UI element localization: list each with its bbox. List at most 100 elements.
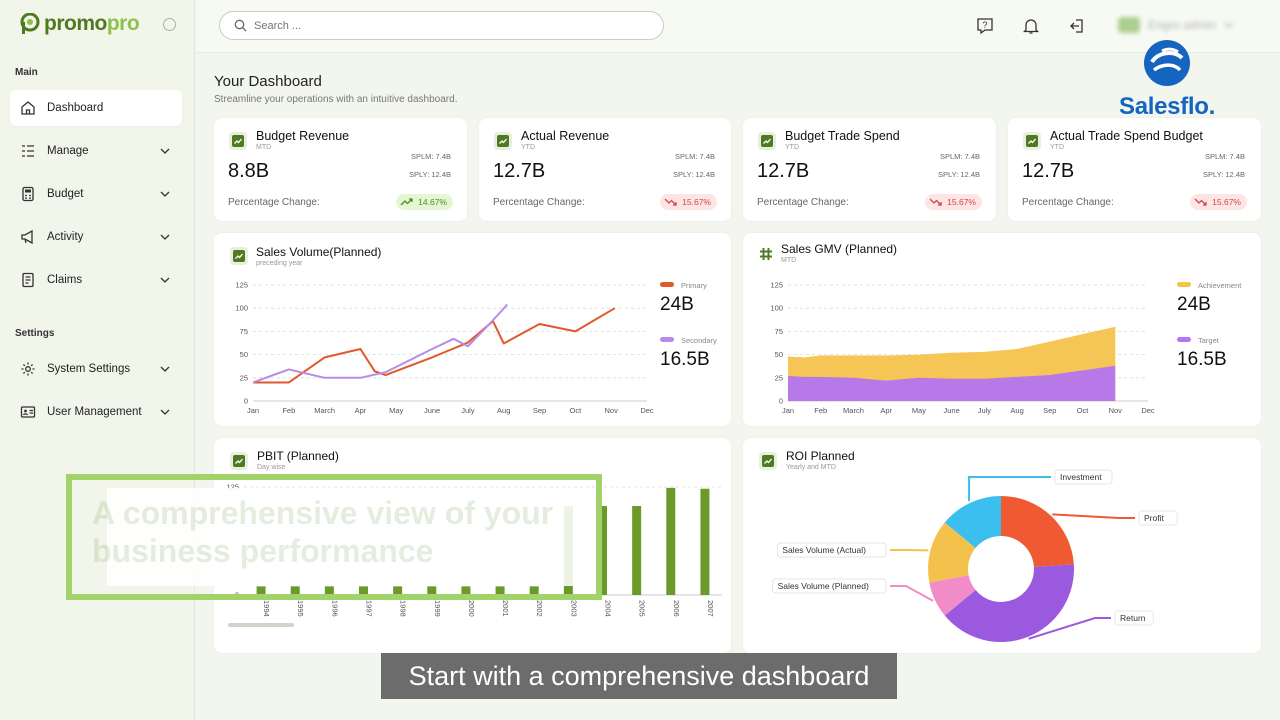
avatar [1118, 17, 1140, 33]
bell-icon[interactable] [1022, 17, 1040, 35]
sidebar-toggle-icon[interactable] [163, 18, 176, 31]
search-icon [234, 19, 247, 32]
trend-up-icon [230, 247, 248, 265]
sidebar: promopro Main Dashboard Manage Budget Ac… [0, 0, 195, 720]
chevron-down-icon [160, 148, 170, 154]
sidebar-item-budget[interactable]: Budget [10, 176, 182, 212]
logout-icon[interactable] [1068, 17, 1086, 35]
search-input[interactable] [254, 19, 644, 32]
user-menu[interactable]: Engro admin [1118, 17, 1234, 33]
bar [256, 586, 266, 595]
bar [324, 586, 334, 595]
chevron-down-icon [1224, 22, 1234, 28]
kpi-card-actual-trade-spend-budget[interactable]: Actual Trade Spend Budget YTD 12.7B SPLM… [1008, 118, 1261, 221]
kpi-card-budget-trade-spend[interactable]: Budget Trade Spend YTD 12.7B SPLM: 7.4B … [743, 118, 996, 221]
chart-title: Sales GMV (Planned) [781, 242, 898, 256]
chart-subtitle: preceding year [256, 260, 303, 267]
overlay-frame [66, 474, 602, 600]
pie-slice-return [944, 564, 1074, 642]
promopro-logo-icon [20, 13, 40, 34]
kpi-sply: SPLY: 12.4B [409, 170, 451, 179]
trend-up-icon [230, 452, 248, 470]
bar [290, 586, 300, 595]
overlay-backdrop [107, 488, 597, 586]
sidebar-item-manage[interactable]: Manage [10, 133, 182, 169]
pie-slice-sales-volume-actual- [928, 522, 976, 583]
sidebar-item-label: Manage [47, 145, 89, 157]
x-tick-label: 2006 [672, 600, 681, 617]
salesflo-wordmark: Salesflo. [1118, 93, 1215, 120]
sidebar-item-label: User Management [47, 406, 142, 418]
x-tick-label: 1996 [330, 600, 339, 617]
x-tick-label: March [314, 406, 335, 415]
x-tick-label: Nov [1109, 406, 1123, 415]
kpi-value: 12.7B [1022, 160, 1075, 182]
sidebar-item-activity[interactable]: Activity [10, 219, 182, 255]
x-tick-label: Sep [533, 406, 546, 415]
app-logo[interactable]: promopro [20, 12, 140, 36]
x-tick-label: Apr [880, 406, 892, 415]
y-tick-label: 0 [244, 397, 248, 406]
status-badge: 14.67% [396, 194, 453, 210]
section-label-settings: Settings [15, 328, 55, 339]
x-tick-label: May [912, 406, 926, 415]
kpi-card-budget-revenue[interactable]: Budget Revenue MTD 8.8B SPLM: 7.4B SPLY:… [214, 118, 467, 221]
x-tick-label: Nov [605, 406, 619, 415]
x-tick-label: July [461, 406, 475, 415]
bar [359, 586, 368, 595]
legend-swatch-achievement [1177, 282, 1191, 287]
trend-up-icon [758, 132, 776, 150]
search-box[interactable] [219, 11, 664, 40]
section-label-main: Main [15, 67, 38, 78]
overlay-headline: A comprehensive view of your business pe… [92, 495, 554, 569]
pie-slice-investment [944, 496, 1001, 548]
calculator-icon [22, 186, 34, 202]
pie-leader-line [968, 476, 1051, 502]
x-tick-label: 1998 [399, 600, 408, 617]
pie-leader-line [1028, 617, 1111, 640]
pie-leader-line [1052, 513, 1135, 519]
x-tick-label: Dec [1141, 406, 1155, 415]
sidebar-item-label: Activity [47, 231, 84, 243]
pie-label: Return [1120, 613, 1146, 623]
roi-donut-chart: Profit Return Sales Volume (Planned) Sales … [772, 469, 1178, 642]
y-tick-label: 100 [235, 304, 248, 313]
bar [495, 586, 505, 595]
logo-text: promopro [44, 12, 140, 35]
sidebar-item-system-settings[interactable]: System Settings [10, 351, 182, 387]
pie-label-box [776, 542, 887, 558]
hash-icon [760, 248, 772, 260]
bar [700, 488, 710, 595]
trend-down-icon [1194, 198, 1207, 206]
bar [598, 506, 607, 595]
y-tick-label: 50 [775, 350, 783, 359]
y-tick-label: 50 [240, 350, 248, 359]
x-tick-label: Feb [282, 406, 295, 415]
chart-scrollbar[interactable] [228, 623, 294, 627]
checklist-icon [22, 145, 34, 157]
status-badge: 15.67% [925, 194, 982, 210]
chart-title: Sales Volume(Planned) [256, 245, 382, 259]
help-icon[interactable]: ? [976, 17, 994, 35]
megaphone-icon [21, 229, 33, 245]
sidebar-item-dashboard[interactable]: Dashboard [10, 90, 182, 126]
kpi-change-label: Percentage Change: [228, 197, 320, 208]
sidebar-item-claims[interactable]: Claims [10, 262, 182, 298]
x-tick-label: July [978, 406, 992, 415]
x-tick-label: 1995 [296, 600, 305, 617]
legend-swatch-secondary [660, 337, 674, 342]
legend-value-achievement: 24B [1177, 294, 1211, 315]
salesflo-logo-icon [1144, 40, 1190, 86]
y-tick-label: 100 [770, 304, 783, 313]
sidebar-item-user-management[interactable]: User Management [10, 394, 182, 430]
bar [632, 506, 642, 595]
x-tick-label: 1999 [433, 600, 442, 617]
pie-slice-profit [1001, 496, 1074, 567]
x-tick-label: May [389, 406, 403, 415]
chart-subtitle: Day wise [257, 464, 286, 471]
kpi-sply: SPLY: 12.4B [673, 170, 715, 179]
user-name: Engro admin [1148, 18, 1217, 32]
kpi-card-actual-revenue[interactable]: Actual Revenue YTD 12.7B SPLM: 7.4B SPLY… [479, 118, 731, 221]
bar [427, 586, 437, 595]
salesflo-logo: Salesflo. [1113, 38, 1221, 120]
